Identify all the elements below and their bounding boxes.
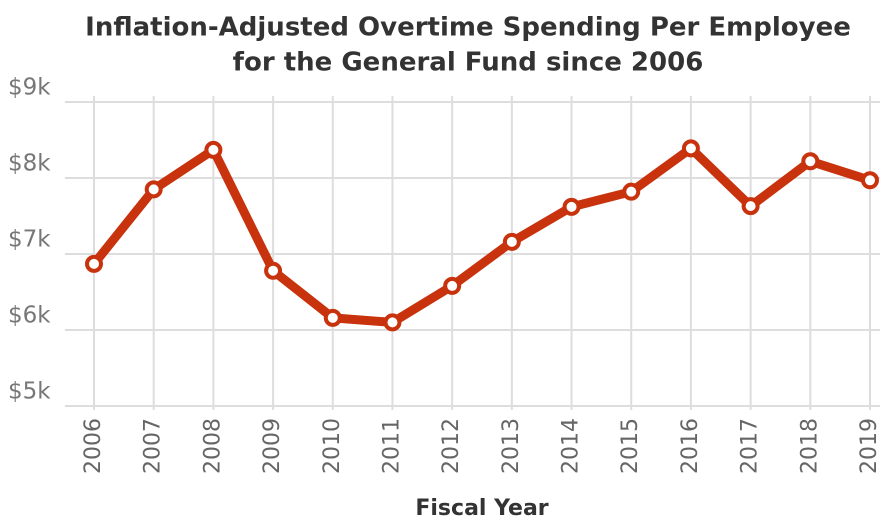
x-tick-label: 2014 xyxy=(559,418,584,474)
data-point xyxy=(801,152,820,171)
x-tick-label: 2006 xyxy=(81,418,106,474)
data-point xyxy=(443,276,462,295)
data-point xyxy=(502,232,521,251)
data-point xyxy=(622,182,641,201)
chart-title: Inflation-Adjusted Overtime Spending Per… xyxy=(85,13,851,43)
y-tick-label: $9k xyxy=(8,75,51,101)
y-tick-label: $7k xyxy=(8,227,51,253)
data-line xyxy=(89,143,875,327)
data-point xyxy=(681,139,700,158)
x-tick-label: 2017 xyxy=(738,418,763,474)
y-tick-label: $5k xyxy=(8,379,51,405)
x-tick-label: 2009 xyxy=(260,418,285,474)
data-point xyxy=(861,171,879,190)
x-tick-label: 2019 xyxy=(857,418,882,474)
y-tick-label: $6k xyxy=(8,303,51,329)
x-tick-label: 2011 xyxy=(379,418,404,474)
x-tick-label: 2018 xyxy=(797,418,822,474)
y-tick-label: $8k xyxy=(8,151,51,177)
x-tick-label: 2008 xyxy=(200,418,225,474)
data-point xyxy=(383,313,402,332)
data-point xyxy=(741,197,760,216)
x-axis-label: Fiscal Year xyxy=(415,496,548,521)
x-tick-label: 2016 xyxy=(678,418,703,474)
x-tick-label: 2007 xyxy=(141,418,166,474)
data-point xyxy=(144,180,163,199)
data-point xyxy=(562,197,581,216)
x-tick-label: 2012 xyxy=(439,418,464,474)
x-tick-label: 2010 xyxy=(320,418,345,474)
x-tick-label: 2013 xyxy=(499,418,524,474)
data-point xyxy=(85,254,103,273)
data-point xyxy=(264,261,283,280)
data-point xyxy=(204,140,223,159)
chart-subtitle: for the General Fund since 2006 xyxy=(233,48,704,78)
x-tick-label: 2015 xyxy=(618,418,643,474)
data-point xyxy=(323,308,342,327)
